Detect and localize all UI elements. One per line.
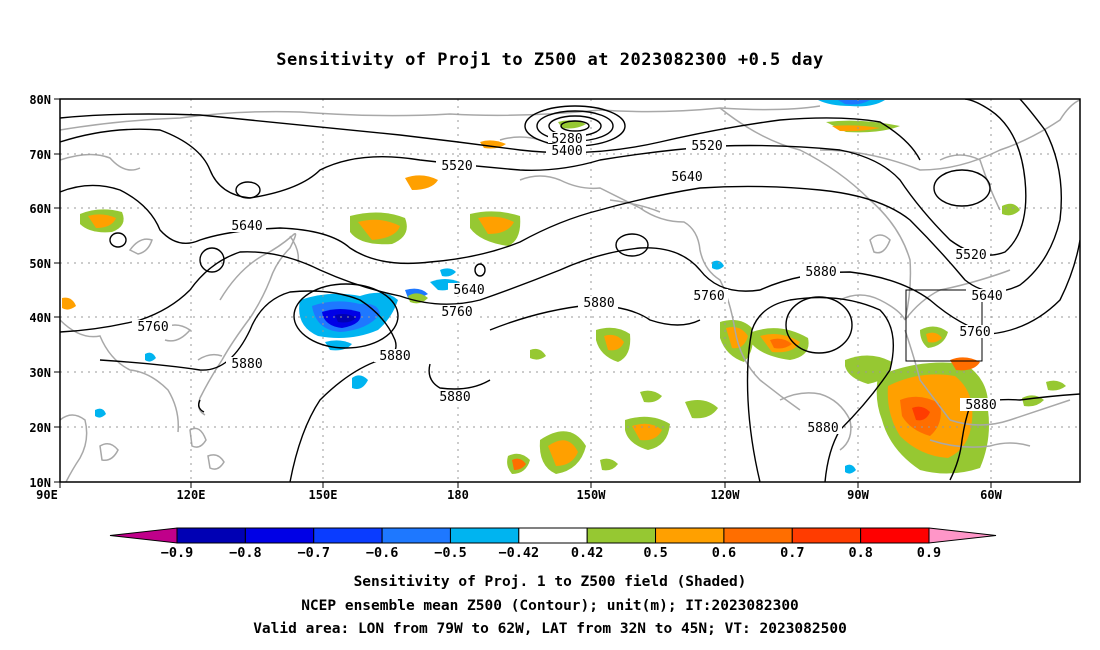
- lat-label: 30N: [29, 366, 51, 380]
- longitude-labels: 90E 120E 150E 180 150W 120W 90W 60W: [36, 488, 1002, 502]
- lon-label: 90E: [36, 488, 58, 502]
- colorbar-segment: [176, 527, 246, 544]
- lon-label: 150E: [309, 488, 338, 502]
- lon-label: 90W: [847, 488, 869, 502]
- contour-label-5880-a: 5880: [231, 357, 262, 372]
- colorbar-label: 0.7: [780, 545, 804, 561]
- colorbar-segment: [381, 527, 451, 544]
- coastlines: [60, 99, 1080, 482]
- lat-label: 20N: [29, 421, 51, 435]
- lat-label: 50N: [29, 257, 51, 271]
- contour-label-5880-e: 5880: [805, 265, 836, 280]
- lat-label: 40N: [29, 311, 51, 325]
- colorbar-label: 0.42: [571, 545, 604, 561]
- contour-label-5640-a: 5640: [231, 219, 262, 234]
- contour-label-5880-d: 5880: [583, 296, 614, 311]
- colorbar-label: −0.7: [297, 545, 330, 561]
- colorbar-segment: [723, 527, 793, 544]
- colorbar-arrow-low: [109, 527, 178, 544]
- contour-label-5880-g: 5880: [965, 398, 996, 413]
- contour-label-5640-c: 5640: [453, 283, 484, 298]
- lon-label: 180: [447, 488, 469, 502]
- colorbar-segment: [313, 527, 383, 544]
- axis-ticks: [54, 98, 992, 488]
- colorbar-label: −0.6: [366, 545, 399, 561]
- contour-label-5520-b: 5520: [691, 139, 722, 154]
- lon-label: 120W: [711, 488, 741, 502]
- contour-label-5520-a: 5520: [441, 159, 472, 174]
- colorbar-label: −0.9: [161, 545, 194, 561]
- colorbar-segment: [586, 527, 657, 544]
- latitude-labels: 80N 70N 60N 50N 40N 30N 20N 10N: [29, 93, 51, 490]
- colorbar-label: 0.9: [917, 545, 941, 561]
- lat-label: 80N: [29, 93, 51, 107]
- colorbar-label: 0.5: [643, 545, 667, 561]
- colorbar-segment: [518, 527, 588, 544]
- contour-label-5400: 5400: [551, 144, 582, 159]
- contour-label-5880-f: 5880: [807, 421, 838, 436]
- contour-label-5880-c: 5880: [439, 390, 470, 405]
- contour-label-5640-b: 5640: [671, 170, 702, 185]
- colorbar-label: −0.42: [498, 545, 539, 561]
- lon-label: 60W: [980, 488, 1002, 502]
- caption-contour: NCEP ensemble mean Z500 (Contour); unit(…: [301, 598, 799, 614]
- map-title: Sensitivity of Proj1 to Z500 at 20230823…: [276, 50, 824, 70]
- colorbar-segment: [791, 527, 862, 544]
- contour-label-5760-c: 5760: [693, 289, 724, 304]
- contour-label-5640-d: 5640: [971, 289, 1002, 304]
- colorbar-label: 0.6: [712, 545, 736, 561]
- contour-label-5520-c: 5520: [955, 248, 986, 263]
- caption-valid-area: Valid area: LON from 79W to 62W, LAT fro…: [253, 621, 847, 637]
- contour-label-5280: 5280: [551, 132, 582, 147]
- contour-label-5760-b: 5760: [441, 305, 472, 320]
- contour-label-5760-a: 5760: [137, 320, 168, 335]
- colorbar-segment: [655, 527, 725, 544]
- colorbar-segment: [449, 527, 520, 544]
- contour-label-layer: 5280 5400 5520 5520 5520 5640 5640 5640 …: [132, 132, 1006, 436]
- lat-label: 70N: [29, 148, 51, 162]
- colorbar-segment: [860, 527, 930, 544]
- lat-label: 10N: [29, 476, 51, 490]
- colorbar-segment: [244, 527, 315, 544]
- colorbar-label: −0.5: [434, 545, 467, 561]
- colorbar-arrow-high: [928, 527, 997, 544]
- colorbar: −0.9 −0.8 −0.7 −0.6 −0.5 −0.42 0.42 0.5 0.6 0.7 0.…: [109, 527, 997, 561]
- lon-label: 150W: [577, 488, 607, 502]
- lat-label: 60N: [29, 202, 51, 216]
- map-frame: [59, 98, 1081, 483]
- colorbar-label: 0.8: [848, 545, 872, 561]
- contour-label-5880-b: 5880: [379, 349, 410, 364]
- lon-label: 120E: [177, 488, 206, 502]
- caption-shaded: Sensitivity of Proj. 1 to Z500 field (Sh…: [353, 574, 747, 590]
- contour-label-5760-d: 5760: [959, 325, 990, 340]
- colorbar-label: −0.8: [229, 545, 262, 561]
- z500-contours: [60, 99, 1080, 482]
